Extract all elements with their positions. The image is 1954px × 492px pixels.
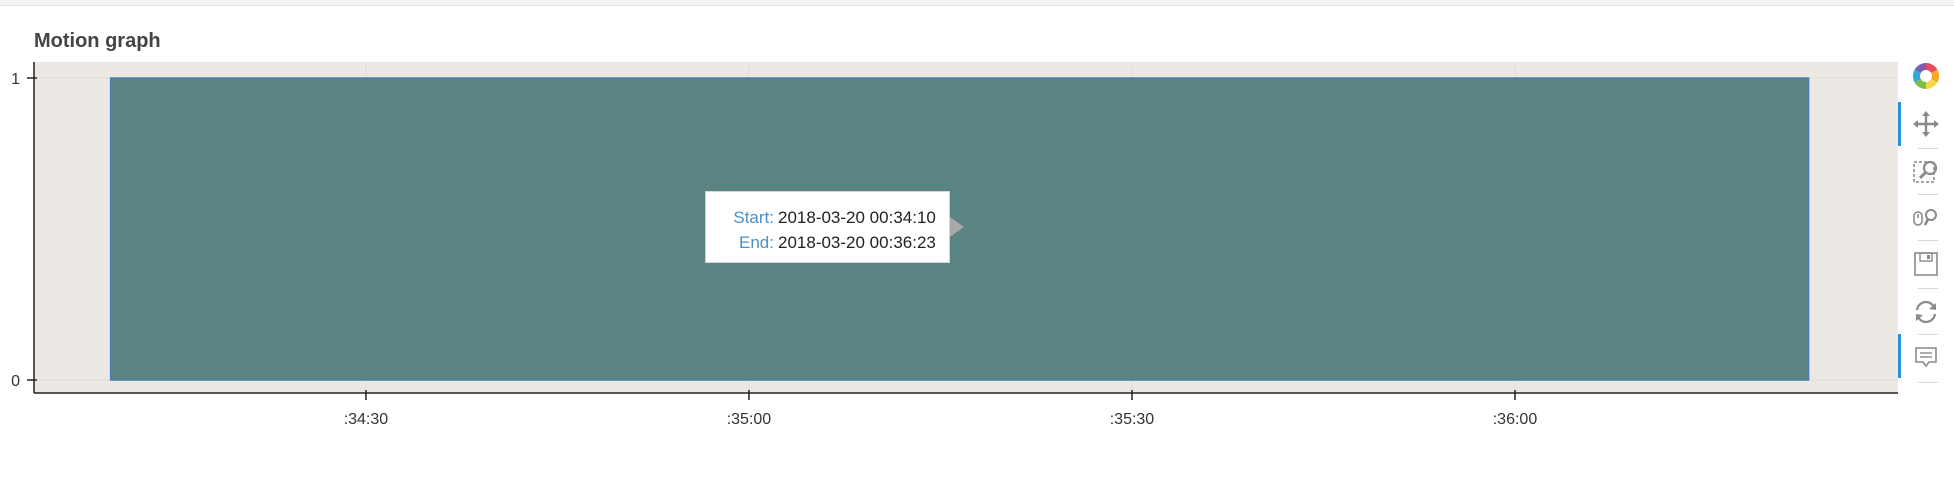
- reset-icon: [1915, 300, 1937, 324]
- toolbar-separator: [1918, 240, 1938, 241]
- pan-icon: [1913, 111, 1939, 137]
- toolbar-separator: [1918, 288, 1938, 289]
- x-tick-label: :34:30: [344, 411, 389, 428]
- tooltip-start-value: 2018-03-20 00:34:10: [778, 208, 936, 227]
- pan-tool-button[interactable]: [1898, 104, 1954, 144]
- tooltip-end-label: End:: [739, 233, 774, 252]
- reset-button[interactable]: [1898, 292, 1954, 332]
- save-button[interactable]: [1898, 244, 1954, 284]
- axes: 0 1 :34:30 :35:00 :35:30 :36:00: [11, 62, 1898, 428]
- tooltip-start-row: Start: 2018-03-20 00:34:10: [718, 205, 937, 230]
- hover-icon: [1915, 347, 1937, 368]
- x-tick-label: :36:00: [1493, 411, 1538, 428]
- plot-toolbar: [1898, 56, 1954, 386]
- toolbar-separator: [1918, 382, 1938, 383]
- hover-tool-button[interactable]: [1898, 338, 1954, 378]
- tooltip-arrow-icon: [950, 217, 964, 237]
- tooltip-start-label: Start:: [733, 208, 774, 227]
- toolbar-separator: [1918, 194, 1938, 195]
- wheel-zoom-icon: [1913, 209, 1937, 226]
- box-zoom-button[interactable]: [1898, 152, 1954, 192]
- x-tick-label: :35:30: [1110, 411, 1155, 428]
- tooltip-end-row: End: 2018-03-20 00:36:23: [718, 230, 937, 255]
- top-border: [0, 0, 1954, 6]
- pan-active-indicator: [1898, 102, 1901, 146]
- plot-title: Motion graph: [34, 30, 161, 52]
- bokeh-logo-icon[interactable]: [1898, 56, 1954, 96]
- toolbar-separator: [1918, 148, 1938, 149]
- y-tick-label: 0: [11, 373, 20, 390]
- hover-tooltip: Start: 2018-03-20 00:34:10 End: 2018-03-…: [705, 191, 950, 263]
- save-icon: [1914, 252, 1938, 276]
- wheel-zoom-button[interactable]: [1898, 198, 1954, 238]
- x-tick-label: :35:00: [727, 411, 772, 428]
- box-zoom-icon: [1913, 160, 1938, 183]
- y-tick-label: 1: [11, 71, 20, 88]
- hover-active-indicator: [1898, 334, 1901, 378]
- toolbar-separator: [1918, 334, 1938, 335]
- tooltip-end-value: 2018-03-20 00:36:23: [778, 233, 936, 252]
